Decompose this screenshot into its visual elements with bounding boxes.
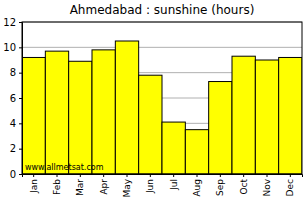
y-tick: 12 [3, 17, 22, 28]
x-tick: Mar [75, 174, 85, 196]
x-tick-mark [220, 174, 221, 177]
chart-svg: 0 2 4 6 8 10 12 Jan Feb Mar Apr May Jun Jul Aug Sep Oct N… [0, 0, 306, 200]
y-tick-mark [19, 174, 22, 175]
x-tick: Apr [99, 174, 109, 195]
y-tick: 6 [10, 93, 22, 104]
y-tick-mark [19, 47, 22, 48]
plot-background [22, 22, 302, 174]
bar [139, 75, 162, 174]
y-tick-label: 12 [3, 17, 16, 28]
grid-line [22, 47, 302, 48]
plot: 0 2 4 6 8 10 12 Jan Feb Mar Apr May Jun Jul Aug Sep Oct N… [3, 17, 302, 198]
title: Ahmedabad : sunshine (hours) [70, 3, 255, 17]
grid [22, 22, 302, 174]
y-tick: 4 [10, 118, 22, 129]
x-tick-mark [243, 174, 244, 177]
x-tick-label: May [122, 178, 132, 197]
y-tick-mark [19, 73, 22, 74]
y-tick: 2 [10, 143, 22, 154]
x-tick-mark [33, 174, 34, 177]
y-tick: 8 [10, 67, 22, 78]
y-tick-mark [19, 123, 22, 124]
x-tick-mark [173, 174, 174, 177]
x-axis-line [23, 175, 303, 178]
x-tick-label: Sep [215, 179, 225, 196]
x-tick: Nov [262, 174, 272, 197]
x-tick-mark [150, 174, 151, 177]
bar [22, 57, 45, 174]
y-tick-label: 4 [10, 118, 16, 129]
x-tick: Dec [285, 174, 295, 196]
x-tick-mark [290, 174, 291, 177]
y-tick-label: 10 [3, 42, 16, 53]
x-tick-mark [197, 174, 198, 177]
x-tick: Feb [52, 174, 62, 195]
x-tick: Oct [239, 174, 249, 195]
y-tick-label: 6 [10, 93, 16, 104]
bar [115, 41, 138, 174]
y-axis-line [19, 23, 23, 175]
x-tick-mark [80, 174, 81, 177]
y-tick: 10 [3, 42, 22, 53]
x-tick-label: Jan [29, 179, 39, 194]
y-tick-mark [19, 149, 22, 150]
annotation: www.allmetsat.com [25, 163, 104, 172]
y-axis: 0 2 4 6 8 10 12 [3, 17, 22, 180]
y-tick-mark [19, 22, 22, 23]
x-tick-mark [127, 174, 128, 177]
plot-frame [22, 22, 302, 174]
x-tick-mark [103, 174, 104, 177]
x-tick-label: Apr [99, 179, 109, 195]
x-axis: Jan Feb Mar Apr May Jun Jul Aug Sep Oct Nov Dec [23, 174, 303, 198]
x-tick-label: Jun [145, 179, 155, 194]
x-tick: Sep [215, 174, 225, 196]
bar [279, 57, 302, 174]
x-tick-label: Feb [52, 179, 62, 195]
chart-container: 0 2 4 6 8 10 12 Jan Feb Mar Apr May Jun Jul Aug Sep Oct N… [0, 0, 306, 200]
y-tick-label: 0 [10, 169, 16, 180]
x-tick: Jun [145, 174, 155, 194]
x-tick-label: Mar [75, 179, 85, 196]
bar [162, 122, 185, 174]
y-tick: 0 [10, 169, 22, 180]
y-tick-label: 2 [10, 143, 16, 154]
y-tick-label: 8 [10, 67, 16, 78]
y-tick-mark [19, 98, 22, 99]
x-tick: May [122, 174, 132, 198]
x-tick: Jan [29, 174, 39, 194]
x-tick-mark [57, 174, 58, 177]
bars [22, 41, 302, 174]
bar [69, 61, 92, 174]
bar [185, 130, 208, 174]
bar [209, 82, 232, 174]
x-tick-label: Oct [239, 179, 249, 195]
x-tick-label: Aug [192, 179, 202, 197]
x-tick-label: Jul [169, 179, 179, 191]
x-tick-label: Dec [285, 179, 295, 196]
x-tick: Aug [192, 174, 202, 197]
x-tick: Jul [169, 174, 179, 191]
x-tick-mark [267, 174, 268, 177]
bar [45, 51, 68, 174]
bar [232, 56, 255, 174]
x-tick-label: Nov [262, 178, 272, 196]
bar [255, 60, 278, 174]
bar [92, 50, 115, 174]
